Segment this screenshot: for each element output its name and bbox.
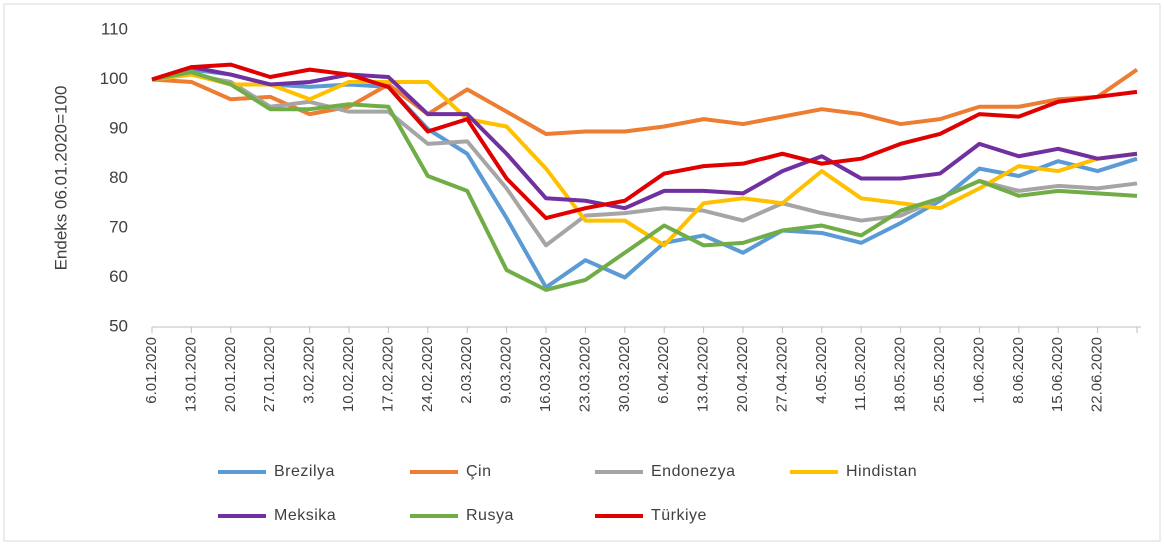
y-tick-label: 80 — [109, 168, 128, 187]
legend-label: Çin — [466, 463, 492, 480]
series-line — [151, 67, 1139, 136]
series-line — [151, 62, 1138, 221]
series-line — [151, 70, 1138, 292]
y-tick-label: 110 — [101, 19, 128, 38]
x-tick-label: 2.03.2020 — [458, 337, 475, 404]
y-tick-label: 90 — [109, 118, 128, 137]
x-tick-label: 27.04.2020 — [773, 337, 790, 412]
x-tick-label: 22.06.2020 — [1089, 337, 1106, 412]
x-tick-label: 30.03.2020 — [616, 337, 633, 412]
y-tick-label: 100 — [100, 69, 128, 88]
series-line — [151, 72, 1138, 248]
legend-label: Endonezya — [651, 463, 736, 480]
x-tick-label: 18.05.2020 — [892, 337, 909, 412]
series-line — [151, 65, 1138, 211]
x-tick-label: 15.06.2020 — [1049, 337, 1066, 412]
x-tick-label: 17.02.2020 — [379, 337, 396, 412]
x-tick-label: 20.01.2020 — [222, 337, 239, 412]
x-tick-label: 23.03.2020 — [576, 337, 593, 412]
y-axis-label: Endeks 06.01.2020=100 — [51, 86, 70, 271]
legend-label: Brezilya — [274, 463, 335, 480]
x-tick-label: 27.01.2020 — [261, 337, 278, 412]
x-tick-label: 6.01.2020 — [143, 337, 160, 404]
x-tick-label: 24.02.2020 — [419, 337, 436, 412]
y-tick-label: 60 — [109, 267, 128, 286]
x-tick-label: 25.05.2020 — [931, 337, 948, 412]
series-line — [151, 67, 1138, 290]
legend-label: Meksika — [274, 507, 336, 524]
series-line — [151, 72, 1138, 248]
x-tick-label: 8.06.2020 — [1010, 337, 1027, 404]
x-tick-label: 16.03.2020 — [537, 337, 554, 412]
legend-label: Türkiye — [651, 507, 707, 524]
x-tick-label: 6.04.2020 — [655, 337, 672, 404]
x-tick-label: 13.04.2020 — [695, 337, 712, 412]
y-tick-label: 70 — [109, 217, 128, 236]
x-tick-label: 20.04.2020 — [734, 337, 751, 412]
y-tick-label: 50 — [109, 316, 128, 335]
x-tick-label: 10.02.2020 — [340, 337, 357, 412]
x-tick-label: 11.05.2020 — [852, 337, 869, 411]
chart-border — [3, 3, 1161, 542]
legend-label: Rusya — [466, 507, 514, 524]
x-tick-label: 9.03.2020 — [498, 337, 515, 404]
x-tick-label: 1.06.2020 — [970, 337, 987, 404]
x-tick-label: 3.02.2020 — [301, 337, 318, 404]
legend-label: Hindistan — [846, 463, 917, 480]
x-tick-label: 4.05.2020 — [813, 337, 830, 404]
x-tick-label: 13.01.2020 — [182, 337, 199, 412]
